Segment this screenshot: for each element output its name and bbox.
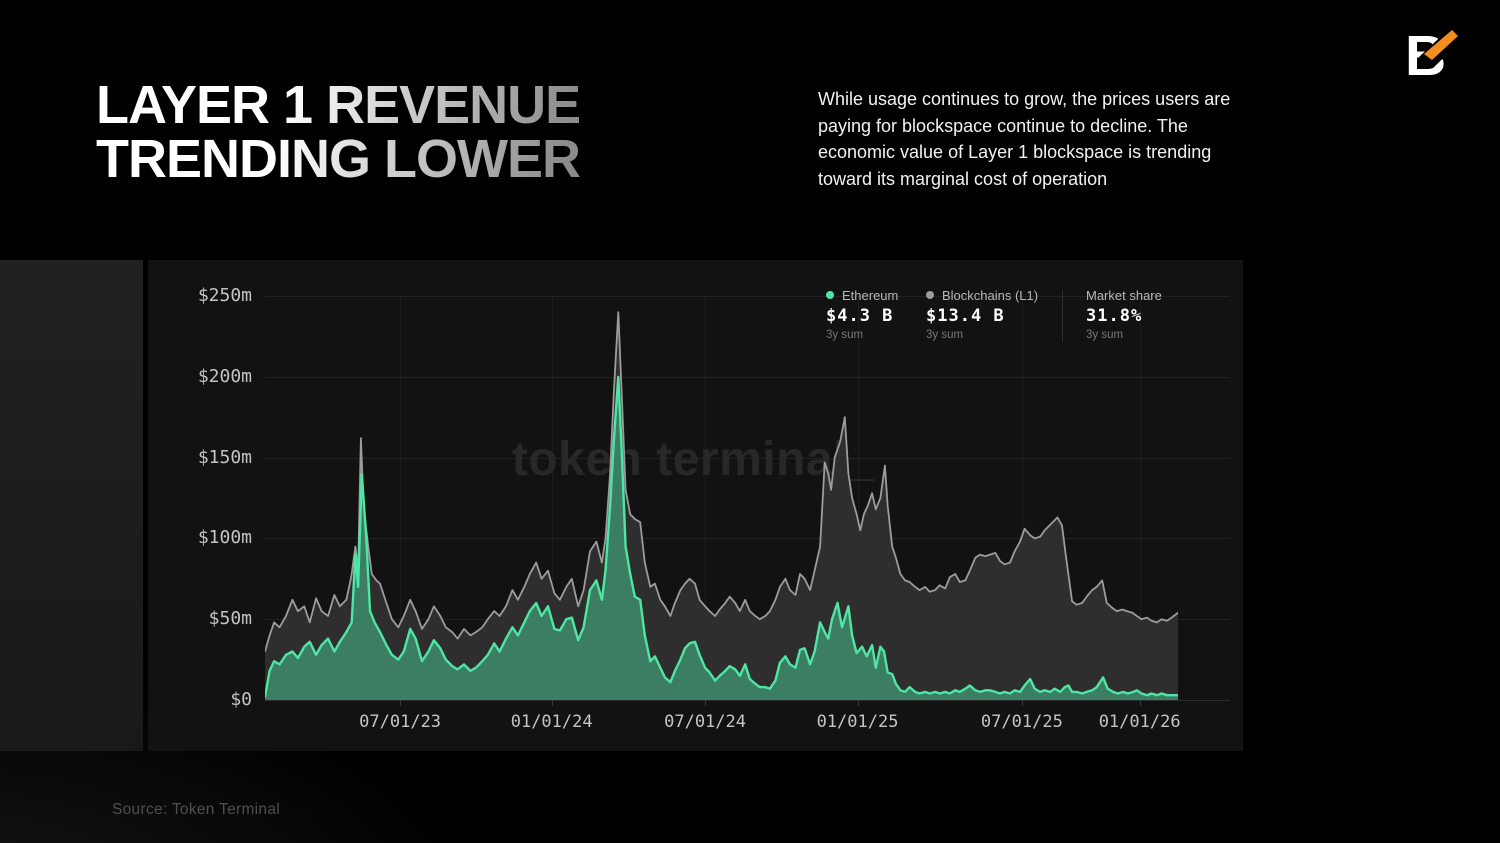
y-tick-label: $250m [197,285,252,306]
subtitle-line-3: economic value of Layer 1 blockspace is … [818,142,1212,162]
subtitle-line-2: paying for blockspace continue to declin… [818,115,1188,136]
x-tick-label: 07/01/23 [359,712,442,732]
legend-period: 3y sum [1086,329,1124,341]
y-gridline [265,700,1230,701]
y-tick-label: $150m [197,446,252,468]
legend-value: $4.3 B [826,306,894,326]
area-blockchains-l1- [265,312,1178,700]
x-tick-mark [857,700,859,706]
x-gridline [1139,296,1141,700]
x-tick-mark [705,700,707,706]
legend-period: 3y sum [926,329,964,341]
x-tick-label: 01/01/24 [510,712,593,732]
x-tick-mark [1139,700,1141,706]
legend-value: $13.4 B [926,306,1005,326]
subtitle-line-4: toward its marginal cost of operation [818,168,1108,189]
brand-logo-icon: B [1405,24,1463,88]
y-gridline [265,376,1230,378]
line-ethereum [265,375,1178,698]
legend-series-name: Market share [1086,287,1162,303]
y-tick-label: $50m [208,608,252,630]
title-line-1: LAYER 1 REVENUE [96,75,581,135]
area-ethereum [265,376,1178,700]
logo-slash-icon [1424,30,1458,60]
x-gridline [705,296,707,700]
line-blockchains-l1- [265,311,1178,653]
subtitle-line-1: While usage continues to grow, the price… [818,89,1231,109]
x-tick-label: 07/01/25 [980,712,1063,732]
x-tick-mark [551,700,553,706]
x-tick-label: 07/01/24 [664,712,747,732]
subtitle-paragraph: While usage continues to grow, the price… [818,86,1338,192]
x-gridline [1021,296,1023,700]
x-tick-mark [1021,700,1023,706]
x-tick-label: 01/01/26 [1098,712,1181,732]
y-gridline [265,296,1230,297]
chart-panel: token terminal_ $250m $200m $150m $100m $50m… [148,260,1243,751]
legend-value: 31.8% [1086,306,1143,326]
legend-dot-icon [926,291,934,299]
y-tick-label: $200m [197,365,252,387]
legend-series-name: Blockchains (L1) [942,287,1039,303]
chart-band-left [0,260,143,751]
y-gridline [265,538,1230,540]
legend-label-row: Blockchains (L1) [926,287,1039,303]
x-gridline [857,296,859,700]
legend-divider [1062,290,1063,342]
legend-period: 3y sum [826,329,864,341]
x-gridline [551,296,553,700]
page-title: LAYER 1 REVENUE TRENDING LOWER [96,78,580,186]
x-gridline [400,296,402,700]
x-tick-mark [400,700,402,706]
y-tick-label: $0 [230,689,252,710]
chart-watermark: token terminal_ [511,433,875,486]
revenue-area-chart [265,311,1178,700]
source-caption: Source: Token Terminal [112,801,281,818]
y-gridline [265,457,1230,459]
brand-logo: B [1405,24,1463,88]
y-tick-label: $100m [197,527,252,549]
title-line-2: TRENDING LOWER [96,129,580,189]
legend-item-market-share: Market share 31.8% 3y sum [1086,287,1162,342]
legend-dot-icon [826,291,834,299]
legend-item-blockchains-l1-: Blockchains (L1) $13.4 B 3y sum [926,288,1038,341]
legend-label-row: Market share [1086,287,1162,303]
legend-item-ethereum: Ethereum $4.3 B 3y sum [826,288,898,341]
x-tick-label: 01/01/25 [816,712,899,732]
legend-label-row: Ethereum [826,287,899,303]
legend-series-name: Ethereum [842,287,899,303]
